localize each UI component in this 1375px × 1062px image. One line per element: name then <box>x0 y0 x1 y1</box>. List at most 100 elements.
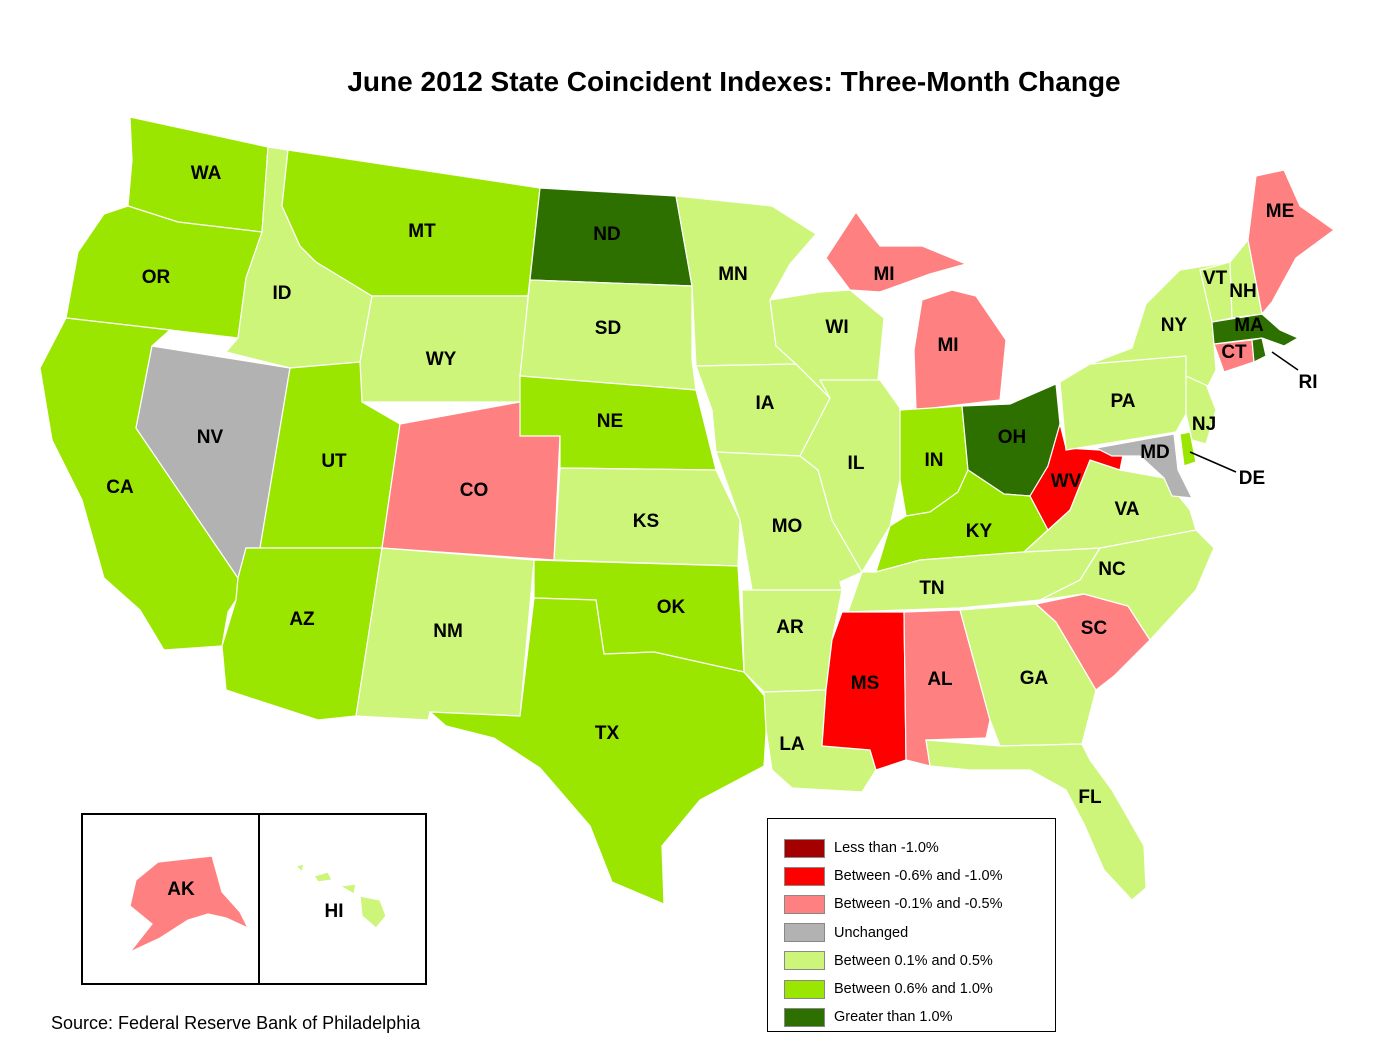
legend-item: Between -0.6% and -1.0% <box>768 862 1055 890</box>
state-shape-or <box>65 205 263 339</box>
state-label-id: ID <box>273 283 292 304</box>
leader-ri <box>1271 351 1299 371</box>
state-shape-ri <box>1251 337 1267 363</box>
state-label-ky: KY <box>966 521 993 542</box>
state-label-nd: ND <box>593 224 620 245</box>
legend-swatch <box>784 923 825 943</box>
state-ks <box>553 467 741 567</box>
state-shape-tx <box>428 597 769 905</box>
state-label-ak: AK <box>167 879 195 900</box>
state-shape-fl <box>925 739 1147 901</box>
state-label-pa: PA <box>1111 391 1136 412</box>
state-label-nj: NJ <box>1192 414 1216 435</box>
state-label-mn: MN <box>718 264 748 285</box>
map-title: June 2012 State Coincident Indexes: Thre… <box>347 66 1121 97</box>
state-shape-ma <box>1211 313 1300 347</box>
legend-swatch <box>784 866 825 886</box>
legend-label: Unchanged <box>834 924 909 941</box>
state-de <box>1179 431 1197 467</box>
state-label-nc: NC <box>1098 559 1126 580</box>
state-label-wy: WY <box>426 349 457 370</box>
state-label-az: AZ <box>289 609 315 630</box>
state-shape-mi <box>825 210 968 293</box>
state-label-ny: NY <box>1161 315 1188 336</box>
legend-swatch <box>784 894 825 914</box>
state-label-ga: GA <box>1020 668 1049 689</box>
state-shape-ks <box>553 467 741 567</box>
state-label-ma: MA <box>1234 315 1264 336</box>
state-label-mi: MI <box>937 335 958 356</box>
legend-item: Between -0.1% and -0.5% <box>768 890 1055 918</box>
state-label-sd: SD <box>595 318 621 339</box>
state-label-sc: SC <box>1081 618 1108 639</box>
hawaii-inset <box>258 813 427 985</box>
state-labels-group: WA OR CA NV ID MT WY UT AZ CO NM ND SD NE KS OK TX MN IA MO… <box>106 163 1317 922</box>
legend-label: Between 0.6% and 1.0% <box>834 981 993 998</box>
state-label-ms: MS <box>851 673 880 694</box>
hawaii-inset-frame <box>258 813 427 985</box>
legend-item: Unchanged <box>768 919 1055 947</box>
label-leader-lines <box>1189 351 1299 473</box>
state-label-vt: VT <box>1203 268 1228 289</box>
state-shape-hi <box>359 895 387 929</box>
map-legend: Less than -1.0% Between -0.6% and -1.0% Be… <box>767 818 1056 1032</box>
state-shape-md <box>1094 433 1194 499</box>
state-label-mt: MT <box>408 221 436 242</box>
state-md <box>1094 433 1194 499</box>
state-label-md: MD <box>1140 442 1170 463</box>
legend-label: Between -0.6% and -1.0% <box>834 868 1003 885</box>
state-hi <box>294 863 387 929</box>
state-tx <box>428 597 769 905</box>
state-label-ok: OK <box>657 597 686 618</box>
legend-swatch <box>784 1007 825 1027</box>
state-label-ne: NE <box>597 411 623 432</box>
state-shape-az <box>221 547 383 721</box>
state-mi <box>825 210 1007 411</box>
state-nc <box>1039 529 1215 641</box>
legend-item: Greater than 1.0% <box>768 1003 1055 1031</box>
state-label-wi: WI <box>825 317 848 338</box>
state-label-tn: TN <box>919 578 944 599</box>
state-label-or: OR <box>142 267 171 288</box>
state-ma <box>1211 313 1300 347</box>
state-label-ks: KS <box>633 511 659 532</box>
state-shape-me <box>1247 169 1336 316</box>
state-fl <box>925 739 1147 901</box>
state-shape-sd <box>519 279 697 391</box>
state-shape-hi <box>313 871 333 883</box>
state-shape-mi <box>913 289 1007 411</box>
state-label-ut: UT <box>321 451 347 472</box>
legend-item: Between 0.6% and 1.0% <box>768 975 1055 1003</box>
state-label-va: VA <box>1115 499 1140 520</box>
state-label-mo: MO <box>772 516 803 537</box>
legend-swatch <box>784 979 825 999</box>
state-shape-ak <box>129 855 250 953</box>
state-label-co: CO <box>460 480 489 501</box>
state-label-nh: NH <box>1229 281 1256 302</box>
state-label-ar: AR <box>776 617 804 638</box>
state-label-hi: HI <box>325 901 344 922</box>
state-label-il: IL <box>848 453 865 474</box>
state-label-me: ME <box>1266 201 1295 222</box>
state-label-ri: RI <box>1299 372 1318 393</box>
state-label-ct: CT <box>1221 342 1247 363</box>
legend-label: Less than -1.0% <box>834 840 939 857</box>
state-shape-wy <box>359 295 529 403</box>
state-shape-nc <box>1039 529 1215 641</box>
state-label-wv: WV <box>1051 471 1082 492</box>
state-label-nv: NV <box>197 427 224 448</box>
state-shape-hi <box>338 883 357 895</box>
state-label-de: DE <box>1239 468 1265 489</box>
states-group <box>39 116 1336 953</box>
state-label-ca: CA <box>106 477 134 498</box>
state-or <box>65 205 263 339</box>
state-label-tx: TX <box>595 723 620 744</box>
state-label-al: AL <box>927 669 953 690</box>
state-shape-hi <box>294 863 305 874</box>
state-sd <box>519 279 697 391</box>
legend-label: Greater than 1.0% <box>834 1009 953 1026</box>
source-note: Source: Federal Reserve Bank of Philadel… <box>51 1013 421 1033</box>
state-az <box>221 547 383 721</box>
state-ak <box>129 855 250 953</box>
